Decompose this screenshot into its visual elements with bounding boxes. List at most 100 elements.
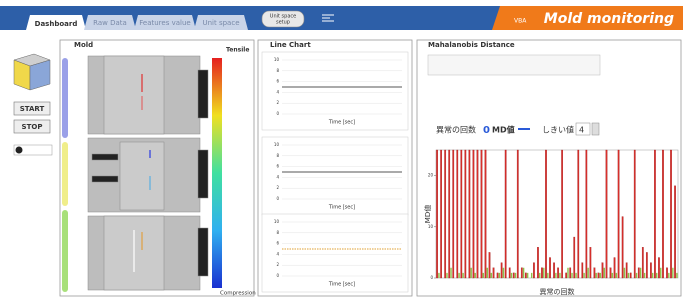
bar <box>646 252 647 278</box>
colorbar-top: Tensile <box>226 47 249 54</box>
bar <box>469 150 470 278</box>
bar <box>571 273 572 278</box>
cube-icon <box>14 54 50 90</box>
bar <box>567 268 568 278</box>
bar <box>525 273 526 278</box>
bar <box>557 268 558 278</box>
bar <box>618 150 619 278</box>
bar <box>553 263 554 278</box>
bar <box>565 273 566 278</box>
bar <box>578 150 579 278</box>
bar <box>626 263 627 278</box>
threshold-label: しきい値 <box>542 125 574 135</box>
tab-label: Raw Data <box>93 19 127 27</box>
bar <box>539 273 540 278</box>
bar <box>537 247 538 278</box>
bar <box>499 273 500 278</box>
bar <box>473 150 474 278</box>
bar <box>654 150 655 278</box>
count-value: 0 <box>483 125 490 136</box>
body: {"header": {"tabs": ["Dashboard", "Raw D… <box>0 0 683 299</box>
bar <box>582 263 583 278</box>
page: body { margin: 0; width: 683px; height: … <box>0 0 683 299</box>
tab-label: Features value <box>139 19 190 27</box>
bar <box>600 273 601 278</box>
bar <box>656 273 657 278</box>
spinner[interactable] <box>592 123 599 135</box>
y-axis-label: MD値 <box>423 205 432 223</box>
bar <box>541 268 542 278</box>
bar <box>658 258 659 278</box>
bar <box>444 150 445 278</box>
start-label: START <box>20 105 45 113</box>
chart-frame <box>262 52 408 130</box>
bar <box>622 217 623 278</box>
line-title: Line Chart <box>270 41 311 49</box>
x-axis-label: Time [sec] <box>328 205 355 211</box>
setup-label: setup <box>276 20 290 26</box>
strip <box>62 210 68 292</box>
colorbar <box>212 58 222 288</box>
bar <box>513 273 514 278</box>
bar <box>475 273 476 278</box>
plot-area <box>436 150 678 278</box>
bar <box>493 268 494 278</box>
bar <box>545 150 546 278</box>
bar <box>640 268 641 278</box>
bar <box>491 273 492 278</box>
bar <box>604 268 605 278</box>
count-label: 異常の回数 <box>436 125 476 135</box>
bar <box>509 268 510 278</box>
bar <box>453 150 454 278</box>
stop-label: STOP <box>22 123 43 131</box>
bar <box>505 150 506 278</box>
bar <box>652 273 653 278</box>
bar <box>570 268 571 278</box>
bar <box>666 268 667 278</box>
bar <box>630 273 631 278</box>
bar <box>662 150 663 278</box>
bar <box>638 268 639 278</box>
bar <box>674 186 675 278</box>
x-axis-label: 異常の回数 <box>540 287 575 296</box>
y-tick-label: 10 <box>274 142 280 147</box>
bar <box>440 150 441 278</box>
colorbar-bottom: Compression <box>220 291 256 297</box>
bar <box>501 263 502 278</box>
bar <box>533 263 534 278</box>
bar <box>465 150 466 278</box>
mold-images <box>88 56 208 290</box>
bar <box>555 273 556 278</box>
bar <box>668 273 669 278</box>
bar <box>586 150 587 278</box>
vba-label: VBA <box>514 18 527 25</box>
bar <box>517 150 518 278</box>
md-controls[interactable] <box>428 55 600 75</box>
bar <box>457 150 458 278</box>
bar <box>449 150 450 278</box>
strip <box>62 58 68 138</box>
x-axis-label: Time [sec] <box>328 120 355 126</box>
bar <box>642 247 643 278</box>
bar <box>485 150 486 278</box>
tab-label: Unit space <box>202 19 239 27</box>
bar <box>606 150 607 278</box>
bar <box>549 258 550 278</box>
bar <box>602 263 603 278</box>
bar <box>547 273 548 278</box>
bar <box>596 273 597 278</box>
bar <box>515 273 516 278</box>
bar <box>561 150 562 278</box>
y-tick-label: 20 <box>428 173 434 178</box>
bar <box>624 268 625 278</box>
md-chart: 01020異常の回数MD値 <box>423 150 678 296</box>
app-title: Mold monitoring <box>544 11 674 27</box>
bar <box>497 273 498 278</box>
bar <box>598 273 599 278</box>
bar <box>587 268 588 278</box>
bar <box>523 268 524 278</box>
bar <box>636 273 637 278</box>
bar <box>590 247 591 278</box>
bar <box>489 252 490 278</box>
bar <box>521 268 522 278</box>
